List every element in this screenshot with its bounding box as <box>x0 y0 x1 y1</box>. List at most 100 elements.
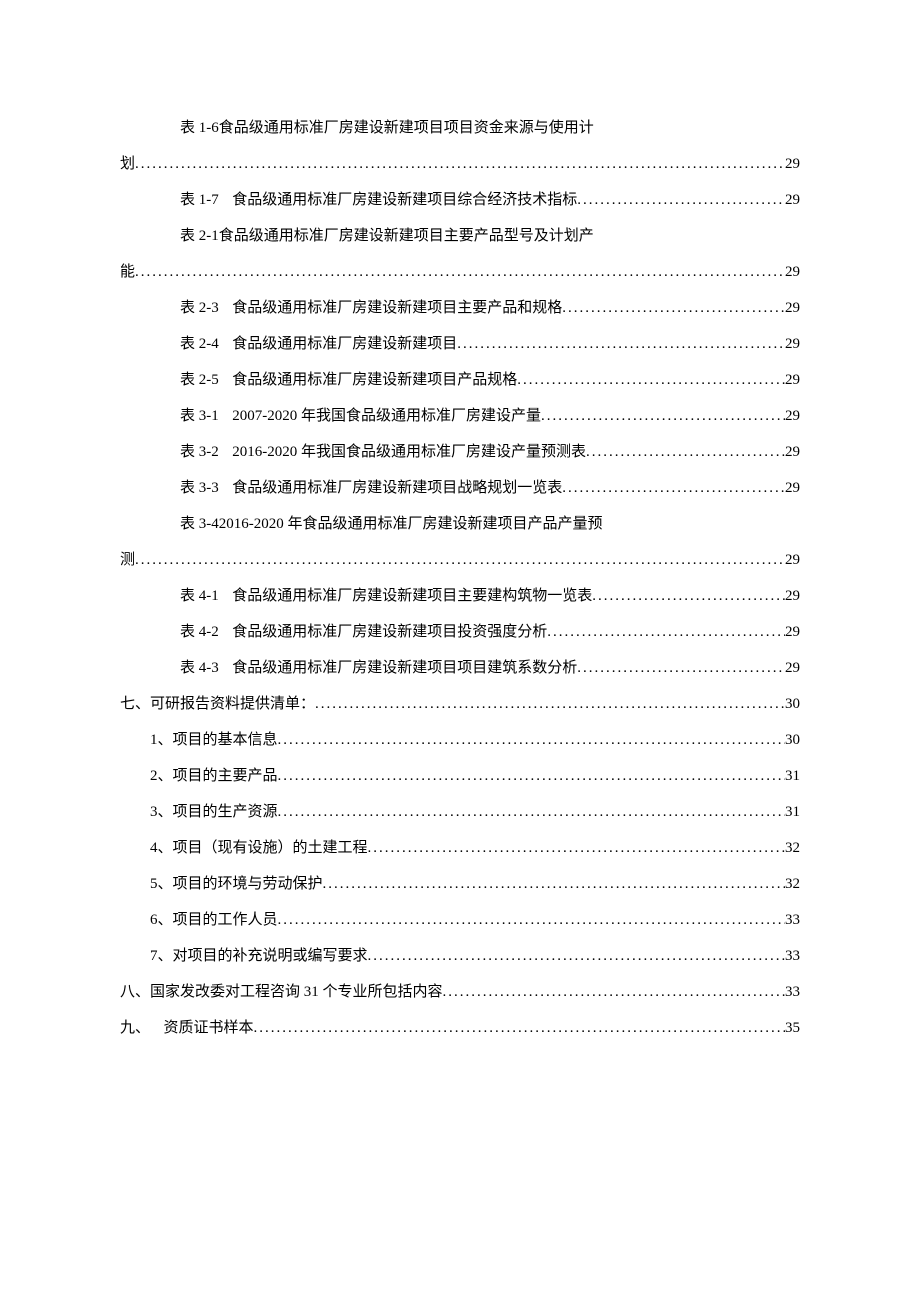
toc-leader-dots <box>278 722 785 758</box>
toc-leader-dots <box>135 542 785 578</box>
toc-subitem: 3、项目的生产资源 31 <box>120 794 800 830</box>
toc-page: 29 <box>785 146 800 182</box>
toc-text: 食品级通用标准厂房建设新建项目产品规格 <box>232 362 517 398</box>
toc-page: 32 <box>785 830 800 866</box>
toc-label: 表 2-1 <box>180 228 219 244</box>
toc-label: 七、 <box>120 686 150 722</box>
toc-page: 33 <box>785 938 800 974</box>
toc-leader-dots <box>278 902 785 938</box>
toc-leader-dots <box>278 794 785 830</box>
toc-page: 30 <box>785 722 800 758</box>
document-page: 表 1-6食品级通用标准厂房建设新建项目项目资金来源与使用计 划 29 表 1-… <box>0 0 920 1302</box>
toc-table-entry: 表 4-2食品级通用标准厂房建设新建项目投资强度分析 29 <box>120 614 800 650</box>
toc-leader-dots <box>586 434 785 470</box>
toc-subitem: 5、项目的环境与劳动保护 32 <box>120 866 800 902</box>
toc-page: 29 <box>785 650 800 686</box>
toc-label: 表 4-1 <box>180 578 219 614</box>
toc-label: 表 3-2 <box>180 434 219 470</box>
toc-page: 29 <box>785 398 800 434</box>
toc-leader-dots <box>443 974 785 1010</box>
toc-subitem: 4、项目（现有设施）的土建工程 32 <box>120 830 800 866</box>
toc-text: 资质证书样本 <box>164 1010 254 1046</box>
toc-leader-dots <box>135 254 785 290</box>
toc-text: 2016-2020 年我国食品级通用标准厂房建设产量预测表 <box>232 434 586 470</box>
toc-page: 33 <box>785 974 800 1010</box>
toc-table-entry: 表 3-12007-2020 年我国食品级通用标准厂房建设产量 29 <box>120 398 800 434</box>
toc-page: 29 <box>785 434 800 470</box>
toc-table-entry-wrap: 测 29 <box>120 542 800 578</box>
toc-section-9: 九、资质证书样本 35 <box>120 1010 800 1046</box>
toc-text: 食品级通用标准厂房建设新建项目 <box>232 326 457 362</box>
toc-text: 食品级通用标准厂房建设新建项目投资强度分析 <box>232 614 547 650</box>
toc-text: 食品级通用标准厂房建设新建项目主要产品和规格 <box>232 290 562 326</box>
toc-text: 对项目的补充说明或编写要求 <box>173 938 368 974</box>
toc-text: 食品级通用标准厂房建设新建项目主要建构筑物一览表 <box>232 578 592 614</box>
toc-table-entry: 表 3-42016-2020 年食品级通用标准厂房建设新建项目产品产量预 <box>120 506 800 542</box>
toc-section-8: 八、国家发改委对工程咨询 31 个专业所包括内容 33 <box>120 974 800 1010</box>
toc-table-entry: 表 2-4 食品级通用标准厂房建设新建项目 29 <box>120 326 800 362</box>
toc-label: 3、 <box>150 794 173 830</box>
toc-label: 表 2-5 <box>180 362 219 398</box>
toc-text: 食品级通用标准厂房建设新建项目综合经济技术指标 <box>232 182 577 218</box>
toc-page: 29 <box>785 542 800 578</box>
toc-label: 表 2-4 <box>180 326 219 362</box>
toc-page: 35 <box>785 1010 800 1046</box>
toc-subitem: 2、项目的主要产品 31 <box>120 758 800 794</box>
toc-leader-dots <box>577 650 785 686</box>
toc-text: 食品级通用标准厂房建设新建项目项目建筑系数分析 <box>232 650 577 686</box>
toc-leader-dots <box>315 686 785 722</box>
toc-leader-dots <box>547 614 785 650</box>
toc-label: 表 3-3 <box>180 470 219 506</box>
toc-label: 表 4-2 <box>180 614 219 650</box>
toc-subitem: 7、对项目的补充说明或编写要求 33 <box>120 938 800 974</box>
toc-leader-dots <box>457 326 785 362</box>
toc-text: 项目的工作人员 <box>173 902 278 938</box>
toc-leader-dots <box>577 182 785 218</box>
toc-table-entry: 表 3-3 食品级通用标准厂房建设新建项目战略规划一览表 29 <box>120 470 800 506</box>
toc-text: 2007-2020 年我国食品级通用标准厂房建设产量 <box>232 398 541 434</box>
toc-page: 29 <box>785 182 800 218</box>
toc-table-entry: 表 3-2 2016-2020 年我国食品级通用标准厂房建设产量预测表 29 <box>120 434 800 470</box>
toc-page: 29 <box>785 290 800 326</box>
toc-page: 29 <box>785 254 800 290</box>
toc-text: 食品级通用标准厂房建设新建项目战略规划一览表 <box>232 470 562 506</box>
toc-table-entry: 表 2-3 食品级通用标准厂房建设新建项目主要产品和规格 29 <box>120 290 800 326</box>
toc-table-entry: 表 4-1 食品级通用标准厂房建设新建项目主要建构筑物一览表 29 <box>120 578 800 614</box>
toc-label: 1、 <box>150 722 173 758</box>
toc-text: 国家发改委对工程咨询 31 个专业所包括内容 <box>150 974 443 1010</box>
toc-table-entry: 表 2-1食品级通用标准厂房建设新建项目主要产品型号及计划产 <box>120 218 800 254</box>
toc-table-entry: 表 1-6食品级通用标准厂房建设新建项目项目资金来源与使用计 <box>120 110 800 146</box>
toc-text-wrap: 测 <box>120 542 135 578</box>
toc-label: 表 2-3 <box>180 290 219 326</box>
toc-table-entry-wrap: 划 29 <box>120 146 800 182</box>
toc-label: 表 3-4 <box>180 516 219 532</box>
toc-leader-dots <box>562 470 785 506</box>
toc-leader-dots <box>368 830 785 866</box>
toc-text: 项目的生产资源 <box>173 794 278 830</box>
toc-table-entry: 表 4-3食品级通用标准厂房建设新建项目项目建筑系数分析 29 <box>120 650 800 686</box>
toc-page: 29 <box>785 578 800 614</box>
toc-page: 29 <box>785 470 800 506</box>
toc-section-7: 七、可研报告资料提供清单： 30 <box>120 686 800 722</box>
toc-leader-dots <box>368 938 785 974</box>
toc-page: 32 <box>785 866 800 902</box>
toc-label: 八、 <box>120 974 150 1010</box>
toc-subitem: 6、项目的工作人员 33 <box>120 902 800 938</box>
toc-label: 6、 <box>150 902 173 938</box>
toc-label: 5、 <box>150 866 173 902</box>
toc-table-entry-wrap: 能 29 <box>120 254 800 290</box>
toc-leader-dots <box>135 146 785 182</box>
toc-page: 29 <box>785 326 800 362</box>
toc-text-wrap: 划 <box>120 146 135 182</box>
toc-text: 食品级通用标准厂房建设新建项目主要产品型号及计划产 <box>219 228 594 244</box>
toc-label: 九、 <box>120 1010 150 1046</box>
toc-text: 食品级通用标准厂房建设新建项目项目资金来源与使用计 <box>219 120 594 136</box>
toc-label: 表 1-6 <box>180 120 219 136</box>
toc-text: 项目的环境与劳动保护 <box>173 866 323 902</box>
toc-label: 7、 <box>150 938 173 974</box>
toc-text: 项目（现有设施）的土建工程 <box>173 830 368 866</box>
toc-page: 29 <box>785 362 800 398</box>
toc-text: 2016-2020 年食品级通用标准厂房建设新建项目产品产量预 <box>219 516 603 532</box>
toc-leader-dots <box>517 362 785 398</box>
toc-leader-dots <box>562 290 785 326</box>
